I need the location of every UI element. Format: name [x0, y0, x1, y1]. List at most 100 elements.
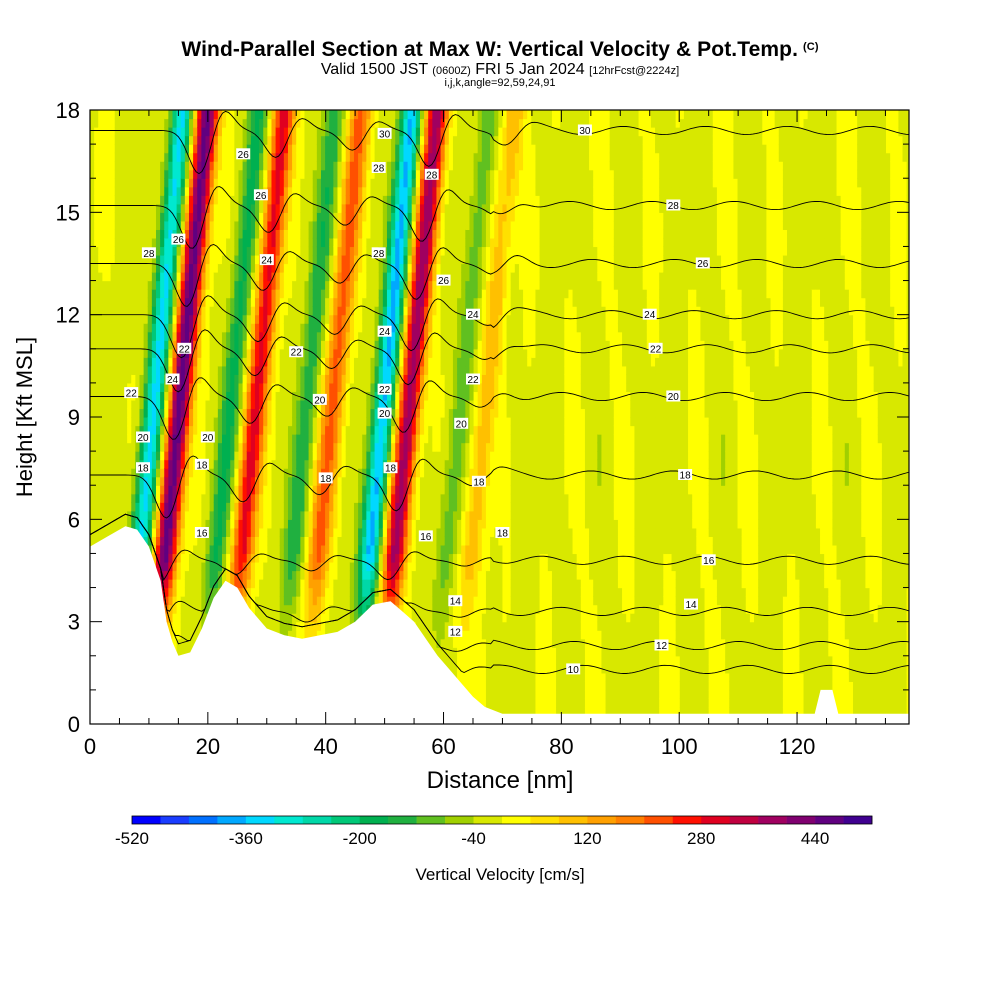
velocity-cell: [316, 152, 322, 162]
velocity-cell: [283, 544, 289, 555]
velocity-cell: [172, 587, 178, 597]
velocity-cell: [275, 323, 281, 333]
velocity-cell: [193, 399, 198, 410]
velocity-cell: [234, 527, 240, 537]
velocity-cell: [193, 220, 198, 230]
velocity-cell: [366, 391, 372, 401]
velocity-cell: [151, 280, 157, 290]
velocity-cell: [123, 229, 128, 239]
velocity-cell: [139, 289, 145, 299]
velocity-cell: [366, 382, 372, 393]
velocity-cell: [283, 561, 289, 572]
velocity-cell: [197, 323, 202, 333]
velocity-cell: [180, 306, 186, 316]
velocity-cell: [221, 399, 227, 410]
velocity-cell: [362, 459, 367, 469]
velocity-cell: [139, 442, 145, 452]
velocity-cell: [234, 263, 240, 273]
velocity-cell: [197, 280, 202, 290]
velocity-cell: [283, 144, 289, 154]
velocity-cell: [176, 391, 182, 401]
valid-time: Valid 1500 JST: [320, 61, 428, 78]
velocity-cell: [180, 527, 186, 537]
velocity-cell: [110, 263, 116, 273]
velocity-cell: [164, 596, 169, 606]
velocity-cell: [172, 323, 178, 333]
velocity-cell: [160, 186, 165, 196]
copyright-mark: (C): [803, 41, 819, 53]
velocity-cell: [90, 280, 95, 290]
velocity-cell: [304, 127, 310, 137]
velocity-cell: [139, 229, 145, 239]
velocity-cell: [155, 459, 161, 469]
velocity-cell: [201, 493, 207, 503]
velocity-cell: [155, 161, 161, 171]
velocity-cell: [217, 459, 223, 469]
velocity-cell: [234, 417, 240, 427]
velocity-cell: [234, 348, 240, 358]
velocity-cell: [155, 417, 161, 427]
velocity-cell: [172, 254, 178, 265]
velocity-cell: [118, 476, 124, 486]
velocity-cell: [259, 331, 264, 341]
velocity-cell: [242, 161, 248, 171]
velocity-cell: [209, 502, 215, 512]
velocity-cell: [176, 561, 182, 572]
velocity-cell: [242, 254, 248, 265]
velocity-cell: [308, 348, 314, 358]
velocity-cell: [353, 169, 359, 179]
velocity-cell: [283, 630, 289, 640]
velocity-cell: [358, 604, 363, 614]
velocity-cell: [197, 289, 202, 299]
velocity-cell: [201, 152, 207, 162]
velocity-cell: [325, 229, 330, 239]
velocity-cell: [279, 357, 285, 367]
velocity-cell: [242, 399, 248, 410]
velocity-cell: [201, 485, 207, 495]
velocity-cell: [205, 203, 211, 213]
velocity-cell: [370, 553, 376, 563]
velocity-cell: [287, 340, 293, 350]
velocity-cell: [250, 468, 256, 478]
velocity-cell: [296, 468, 301, 478]
velocity-cell: [362, 254, 367, 265]
velocity-cell: [263, 272, 268, 282]
velocity-cell: [353, 502, 359, 512]
velocity-cell: [155, 493, 161, 503]
velocity-cell: [296, 289, 301, 299]
velocity-cell: [267, 212, 273, 222]
velocity-cell: [102, 203, 108, 213]
velocity-cell: [98, 152, 103, 162]
velocity-cell: [271, 527, 277, 537]
velocity-cell: [349, 186, 355, 196]
velocity-cell: [184, 502, 190, 512]
velocity-cell: [209, 144, 215, 154]
velocity-cell: [312, 212, 318, 222]
velocity-cell: [217, 297, 223, 307]
velocity-cell: [275, 135, 281, 145]
velocity-cell: [353, 118, 359, 128]
velocity-cell: [98, 331, 103, 341]
velocity-cell: [254, 220, 260, 230]
velocity-cell: [160, 365, 165, 375]
velocity-cell: [151, 340, 157, 350]
velocity-cell: [337, 587, 343, 597]
velocity-cell: [193, 169, 198, 179]
velocity-cell: [118, 118, 124, 128]
velocity-cell: [304, 399, 310, 410]
velocity-cell: [201, 144, 207, 154]
velocity-cell: [234, 135, 240, 145]
velocity-cell: [193, 519, 198, 529]
velocity-cell: [106, 365, 112, 375]
velocity-cell: [94, 237, 99, 248]
velocity-cell: [205, 365, 211, 375]
velocity-cell: [172, 510, 178, 520]
velocity-cell: [238, 434, 244, 444]
velocity-cell: [193, 118, 198, 128]
velocity-cell: [337, 434, 343, 444]
velocity-cell: [304, 451, 310, 461]
velocity-cell: [337, 493, 343, 503]
velocity-cell: [123, 246, 128, 256]
velocity-cell: [155, 152, 161, 162]
velocity-cell: [238, 442, 244, 452]
